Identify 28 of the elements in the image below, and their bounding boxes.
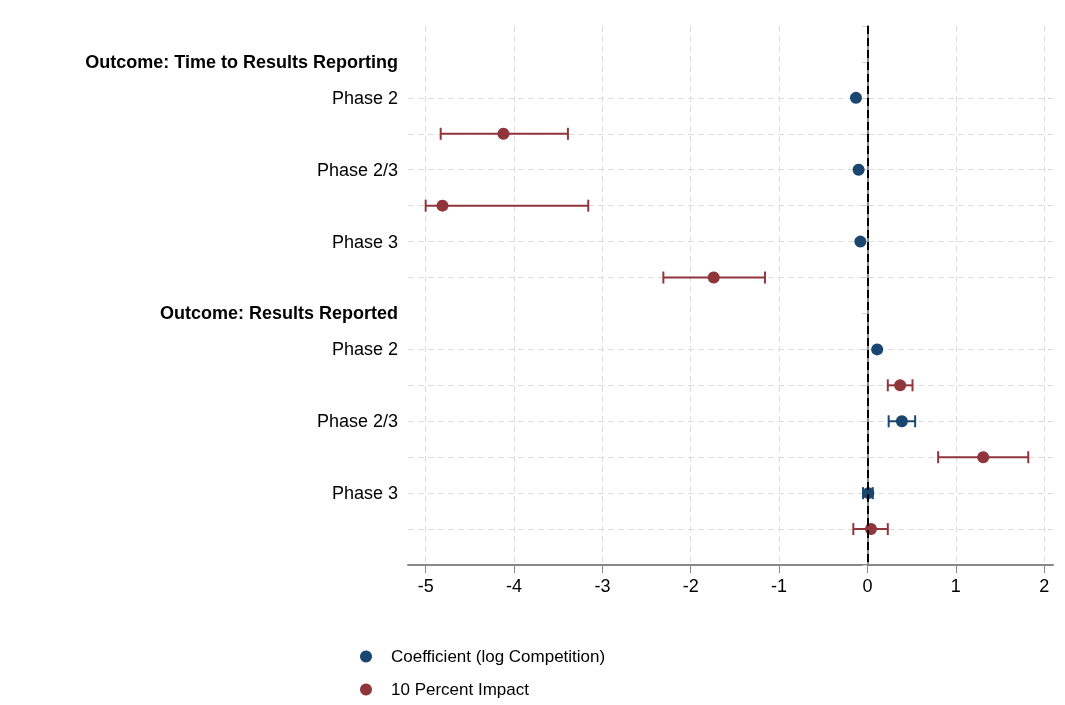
y-tick-label: Outcome: Time to Results Reporting: [85, 51, 398, 72]
point: [849, 91, 862, 104]
point: [895, 415, 908, 428]
x-tick-label: -5: [417, 576, 434, 596]
x-tick-label: 1: [950, 576, 961, 596]
x-tick-label: -2: [682, 576, 699, 596]
y-tick-label: Phase 3: [331, 231, 398, 252]
y-tick-label: Outcome: Results Reported: [159, 303, 398, 324]
point: [707, 271, 720, 284]
point: [871, 343, 884, 356]
point: [436, 199, 449, 212]
y-tick-label: Phase 2/3: [316, 411, 398, 432]
legend-label: Coefficient (log Competition): [391, 647, 606, 666]
x-tick-label: 2: [1039, 576, 1050, 596]
point: [894, 379, 907, 392]
x-tick-label: -3: [594, 576, 611, 596]
x-tick-label: -1: [771, 576, 788, 596]
y-tick-label: Phase 2: [331, 339, 398, 360]
y-tick-label: Phase 3: [331, 483, 398, 504]
legend-label: 10 Percent Impact: [391, 680, 530, 699]
point: [852, 163, 865, 176]
point: [497, 127, 510, 140]
point: [854, 235, 867, 248]
y-tick-label: Phase 2: [331, 87, 398, 108]
point: [977, 451, 990, 464]
x-tick-label: 0: [862, 576, 873, 596]
y-tick-label: Phase 2/3: [316, 159, 398, 180]
x-tick-label: -4: [506, 576, 523, 596]
